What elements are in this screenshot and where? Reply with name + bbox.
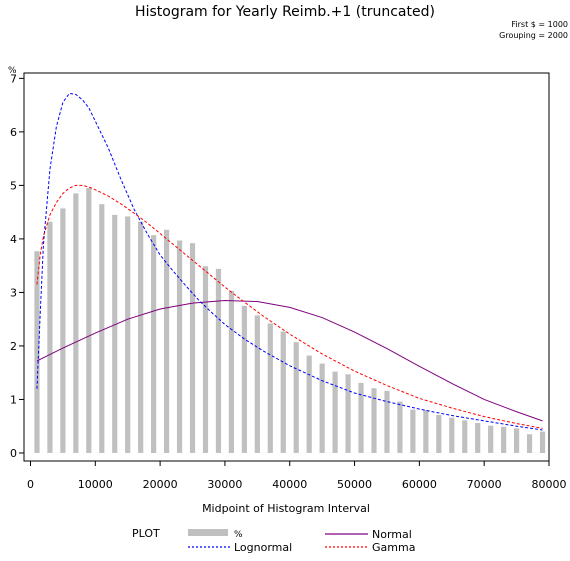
- chart-note-first: First $ = 1000: [511, 20, 568, 29]
- histogram-bar: [47, 221, 53, 453]
- histogram-bar: [501, 426, 507, 453]
- histogram-bar: [423, 410, 429, 453]
- histogram-bar: [164, 229, 170, 453]
- x-tick-label: 50000: [337, 478, 372, 491]
- histogram-bar: [228, 290, 234, 453]
- histogram-bar: [345, 374, 351, 453]
- histogram-bar: [267, 323, 273, 453]
- histogram-bar: [436, 414, 442, 453]
- chart-note-grouping: Grouping = 2000: [499, 31, 568, 40]
- plot-frame: [23, 72, 550, 462]
- histogram-bar: [319, 363, 325, 453]
- histogram-bar: [475, 423, 481, 453]
- histogram-bar: [488, 425, 494, 453]
- y-axis-label: %: [8, 66, 17, 76]
- y-tick-label: 1: [10, 393, 17, 406]
- histogram-bar: [254, 315, 260, 453]
- legend-label-normal: Normal: [372, 528, 412, 541]
- histogram-bar: [371, 388, 377, 453]
- legend-heading: PLOT: [132, 527, 160, 540]
- histogram-bar: [112, 214, 118, 453]
- histogram-bar: [397, 401, 403, 453]
- histogram-bar: [462, 420, 468, 453]
- histogram-bar: [73, 193, 79, 453]
- histogram-bar: [526, 434, 533, 453]
- histogram-bar: [358, 382, 364, 453]
- histogram-bar: [241, 305, 247, 453]
- histogram-bar: [539, 431, 546, 453]
- histogram-bar: [293, 342, 299, 453]
- histogram-bar: [280, 331, 286, 453]
- histogram-bar: [332, 371, 338, 453]
- histogram-bar: [151, 235, 157, 453]
- x-tick-label: 10000: [78, 478, 113, 491]
- histogram-bar: [99, 204, 105, 453]
- x-axis-label: Midpoint of Histogram Interval: [202, 502, 370, 515]
- histogram-bar: [60, 208, 66, 453]
- histogram-bar: [202, 266, 209, 453]
- chart-title: Histogram for Yearly Reimb.+1 (truncated…: [135, 4, 435, 20]
- histogram-bar: [34, 251, 40, 453]
- y-tick-label: 5: [10, 179, 17, 192]
- legend-label-percent: %: [234, 530, 243, 540]
- histogram-bar: [410, 409, 416, 453]
- x-axis: 0 10000 20000 30000 40000 50000 60000 70000 8000…: [27, 461, 567, 491]
- fitted-curves: [36, 92, 543, 431]
- legend-label-gamma: Gamma: [372, 541, 415, 554]
- x-tick-label: 40000: [272, 478, 307, 491]
- x-tick-label: 30000: [207, 478, 242, 491]
- histogram-bar: [514, 428, 520, 453]
- y-tick-label: 7: [10, 72, 17, 85]
- legend-swatch-bar: [188, 529, 228, 536]
- y-tick-label: 0: [10, 447, 17, 460]
- histogram-bar: [215, 268, 222, 453]
- legend-label-lognormal: Lognormal: [234, 541, 292, 554]
- histogram-bar: [189, 243, 196, 453]
- histogram-bar: [384, 390, 390, 453]
- y-tick-label: 3: [10, 286, 17, 299]
- histogram-bar: [306, 355, 312, 453]
- y-tick-label: 6: [10, 126, 17, 139]
- y-axis: 0 1 2 3 4 5 6 7: [10, 72, 24, 460]
- histogram-bar: [449, 417, 455, 453]
- histogram-bar: [86, 188, 92, 453]
- curve-normal: [36, 299, 543, 422]
- x-tick-label: 20000: [143, 478, 178, 491]
- y-tick-label: 2: [10, 340, 17, 353]
- histogram-bars: [34, 188, 546, 453]
- y-tick-label: 4: [10, 233, 17, 246]
- curve-gamma: [36, 184, 543, 429]
- histogram-bar: [176, 240, 183, 453]
- histogram-bar: [125, 216, 131, 453]
- x-tick-label: 0: [27, 478, 34, 491]
- x-tick-label: 80000: [532, 478, 567, 491]
- legend: PLOT % Normal Lognormal Gamma: [132, 527, 415, 554]
- x-tick-label: 60000: [402, 478, 437, 491]
- x-tick-label: 70000: [467, 478, 502, 491]
- histogram-bar: [138, 221, 144, 453]
